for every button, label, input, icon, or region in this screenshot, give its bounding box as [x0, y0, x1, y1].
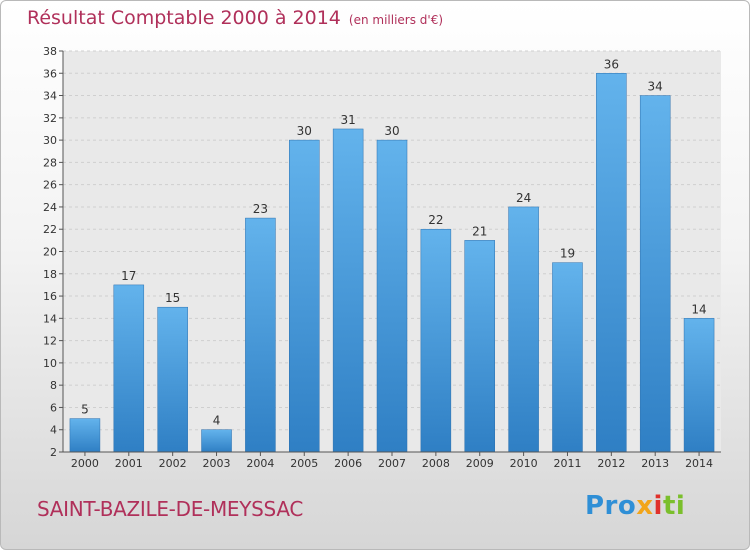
data-label-2002: 15 — [165, 291, 180, 305]
data-label-2007: 30 — [384, 124, 399, 138]
x-tick-label: 2000 — [71, 457, 99, 470]
y-tick-label: 34 — [43, 90, 57, 103]
data-label-2001: 17 — [121, 269, 136, 283]
logo-part-4: ti — [662, 491, 686, 521]
data-label-2013: 34 — [648, 80, 663, 94]
logo-part-3: i — [653, 491, 663, 521]
bar-2006 — [332, 128, 364, 453]
data-labels: 5 17 15 4 23 30 31 30 22 21 24 19 36 34 14 — [81, 57, 707, 427]
logo-part-1: Pro — [585, 491, 637, 521]
data-label-2009: 21 — [472, 224, 487, 238]
chart-title: Résultat Comptable 2000 à 2014 (en millie… — [27, 7, 443, 29]
data-label-2008: 22 — [428, 213, 443, 227]
x-tick-label: 2009 — [466, 457, 494, 470]
bar-2013 — [639, 95, 671, 453]
data-label-2003: 4 — [213, 414, 221, 428]
bar-2012 — [596, 73, 627, 453]
x-tick-label: 2012 — [597, 457, 625, 470]
bar-2003 — [201, 429, 232, 453]
y-tick-label: 32 — [43, 112, 57, 125]
y-tick-label: 20 — [43, 246, 57, 259]
data-label-2006: 31 — [340, 113, 355, 127]
x-tick-label: 2002 — [159, 457, 187, 470]
x-tick-label: 2011 — [553, 457, 581, 470]
bar-2014 — [683, 318, 715, 453]
data-label-2014: 14 — [691, 302, 706, 316]
y-tick-label: 28 — [43, 156, 57, 169]
y-tick-label: 12 — [43, 335, 57, 348]
x-tick-label: 2014 — [685, 457, 713, 470]
bar-2001 — [113, 284, 145, 453]
bar-2004 — [245, 217, 276, 453]
chart-unit-note: (en milliers d'€) — [348, 13, 444, 27]
x-tick-label: 2003 — [203, 457, 231, 470]
bar-2007 — [376, 139, 408, 453]
data-label-2000: 5 — [81, 403, 89, 417]
bar-2005 — [289, 139, 320, 453]
y-tick-label: 10 — [43, 357, 57, 370]
y-tick-label: 16 — [43, 290, 57, 303]
y-tick-label: 18 — [43, 268, 57, 281]
bar-2009 — [464, 240, 495, 453]
x-tick-label: 2006 — [334, 457, 362, 470]
data-label-2005: 30 — [297, 124, 312, 138]
bars — [69, 73, 715, 453]
proxiti-logo: Proxiti — [585, 491, 685, 521]
chart-title-text: Résultat Comptable 2000 à 2014 — [27, 7, 341, 29]
y-tick-label: 38 — [43, 45, 57, 58]
data-label-2012: 36 — [604, 57, 619, 71]
x-tick-label: 2008 — [422, 457, 450, 470]
x-tick-label: 2013 — [641, 457, 669, 470]
y-tick-label: 30 — [43, 134, 57, 147]
data-label-2011: 19 — [560, 247, 575, 261]
data-label-2010: 24 — [516, 191, 531, 205]
y-tick-label: 22 — [43, 223, 57, 236]
bar-2011 — [552, 262, 583, 453]
y-tick-label: 2 — [50, 446, 57, 459]
x-tick-label: 2010 — [510, 457, 538, 470]
y-tick-label: 26 — [43, 179, 57, 192]
y-tick-label: 4 — [50, 424, 57, 437]
logo-part-2: x — [636, 491, 654, 521]
bar-2008 — [420, 228, 452, 453]
y-tick-label: 6 — [50, 401, 57, 414]
x-tick-label: 2005 — [290, 457, 318, 470]
y-tick-label: 8 — [50, 379, 57, 392]
x-tick-label: 2007 — [378, 457, 406, 470]
x-tick-label: 2001 — [115, 457, 143, 470]
y-tick-label: 14 — [43, 312, 57, 325]
bar-2000 — [69, 418, 101, 453]
data-label-2004: 23 — [253, 202, 268, 216]
x-axis-ticks: 2000 2001 2002 2003 2004 2005 2006 2007 2008 2009… — [71, 452, 713, 470]
bar-2010 — [508, 206, 539, 453]
town-name: SAINT-BAZILE-DE-MEYSSAC — [37, 497, 304, 521]
x-tick-label: 2004 — [246, 457, 274, 470]
y-tick-label: 36 — [43, 67, 57, 80]
y-tick-label: 24 — [43, 201, 57, 214]
bar-2002 — [157, 306, 188, 453]
